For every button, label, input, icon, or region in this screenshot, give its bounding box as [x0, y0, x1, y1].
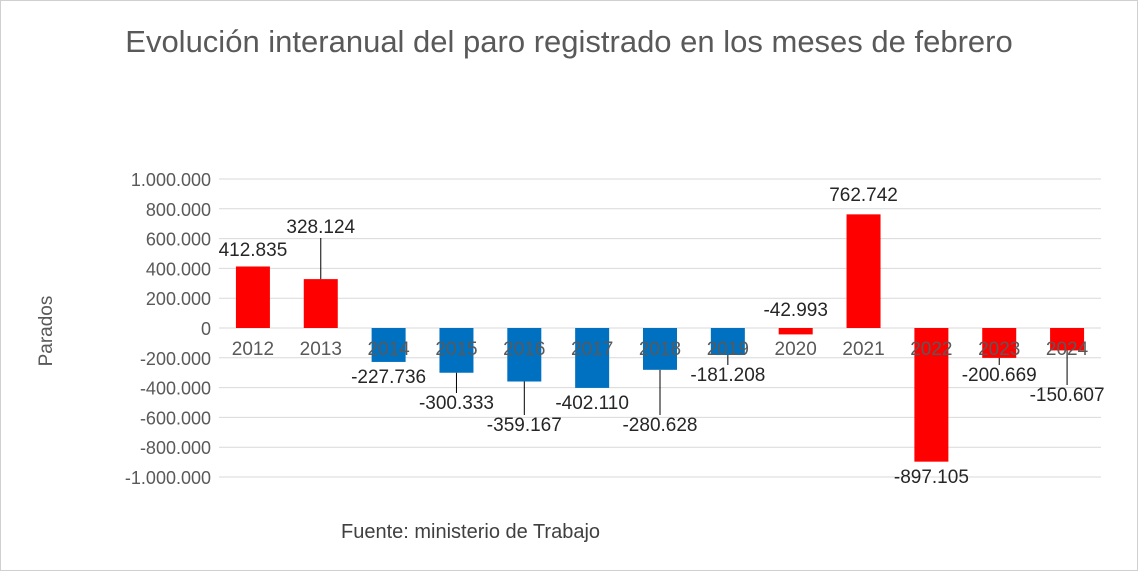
data-label: -150.607 [1030, 385, 1105, 406]
data-label: -200.669 [962, 365, 1037, 386]
y-tick-label: 0 [201, 319, 211, 339]
data-label: -181.208 [690, 365, 765, 386]
bar [846, 214, 881, 328]
x-tick-label: 2019 [707, 339, 749, 360]
bar [710, 328, 745, 355]
y-tick-label: -1.000.000 [125, 468, 211, 488]
x-tick-label: 2024 [1046, 339, 1089, 360]
bar [982, 328, 1017, 358]
data-label: -402.110 [555, 393, 629, 414]
y-tick-label: 400.000 [146, 259, 211, 279]
data-label: -42.993 [763, 300, 827, 321]
y-tick-label: 1.000.000 [131, 170, 211, 190]
y-tick-label: 200.000 [146, 289, 211, 309]
bar [303, 279, 338, 328]
data-label: -280.628 [622, 415, 697, 436]
bar [643, 328, 677, 370]
chart-title: Evolución interanual del paro registrado… [125, 24, 1013, 59]
x-tick-label: 2021 [842, 339, 884, 360]
data-label: -359.167 [487, 415, 562, 436]
x-tick-label: 2022 [910, 339, 952, 360]
x-tick-label: 2013 [300, 339, 342, 360]
bar [439, 328, 474, 373]
bar [371, 328, 406, 362]
x-tick-label: 2014 [367, 339, 410, 360]
x-tick-label: 2020 [775, 339, 817, 360]
data-label: -897.105 [894, 467, 969, 488]
x-tick-label: 2012 [232, 339, 274, 360]
bar [914, 328, 949, 462]
y-tick-label: 800.000 [146, 200, 211, 220]
x-tick-label: 2017 [571, 339, 613, 360]
x-tick-label: 2023 [978, 339, 1020, 360]
bar [1050, 328, 1085, 351]
data-label: 762.742 [829, 185, 898, 206]
data-label: -300.333 [419, 393, 494, 414]
bar [507, 328, 542, 382]
y-tick-label: -600.000 [140, 408, 211, 428]
x-tick-label: 2018 [639, 339, 681, 360]
bar [778, 328, 813, 335]
y-tick-label: 600.000 [146, 230, 211, 250]
data-label: 328.124 [286, 217, 355, 238]
data-label: -227.736 [351, 367, 426, 388]
x-tick-label: 2015 [435, 339, 477, 360]
bar [235, 266, 270, 328]
source-note: Fuente: ministerio de Trabajo [341, 521, 601, 543]
data-label: 412.835 [219, 240, 288, 261]
x-tick-label: 2016 [503, 339, 545, 360]
y-tick-label: -800.000 [140, 438, 211, 458]
bar [575, 328, 610, 388]
y-tick-label: -400.000 [140, 379, 211, 399]
y-tick-label: -200.000 [140, 349, 211, 369]
